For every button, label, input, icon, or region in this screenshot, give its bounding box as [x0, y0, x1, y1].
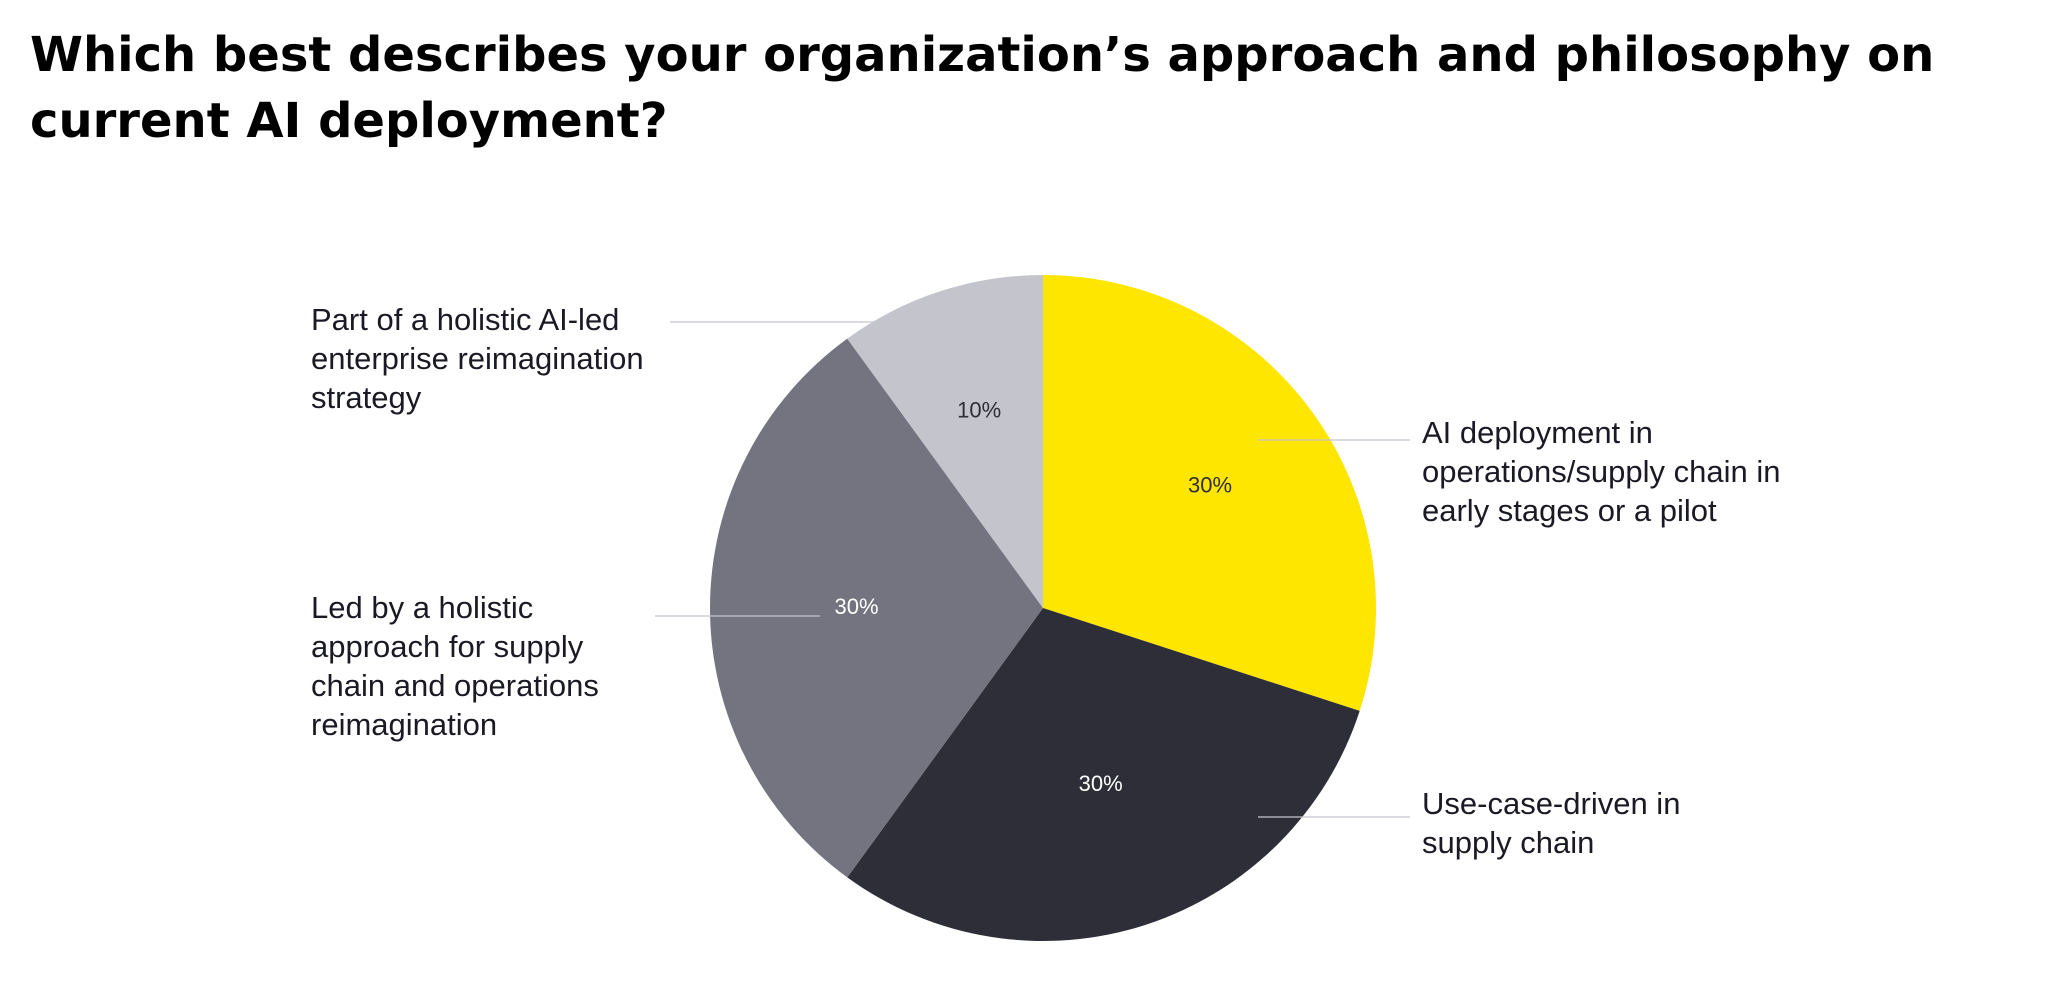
- slice-use-case-driven: [847, 608, 1360, 941]
- pct-holistic-supply-chain: 30%: [834, 594, 878, 619]
- leader-line-holistic-enterprise: [670, 321, 951, 342]
- slice-label-holistic-enterprise: Part of a holistic AI-led enterprise rei…: [311, 302, 644, 415]
- slice-label-early-stages-pilot: AI deployment in operations/supply chain…: [1422, 415, 1781, 528]
- chart-title: Which best describes your organization’s…: [30, 27, 1935, 149]
- pct-use-case-driven: 30%: [1079, 771, 1123, 796]
- pct-holistic-enterprise: 10%: [957, 397, 1001, 422]
- slice-label-holistic-supply-chain: Led by a holistic approach for supply ch…: [311, 590, 599, 742]
- slice-label-use-case-driven: Use-case-driven in supply chain: [1422, 786, 1681, 860]
- slice-early-stages-pilot: [1043, 275, 1376, 711]
- slice-holistic-supply-chain: [710, 338, 1043, 878]
- slice-holistic-enterprise: [847, 275, 1043, 608]
- pct-early-stages-pilot: 30%: [1188, 472, 1232, 497]
